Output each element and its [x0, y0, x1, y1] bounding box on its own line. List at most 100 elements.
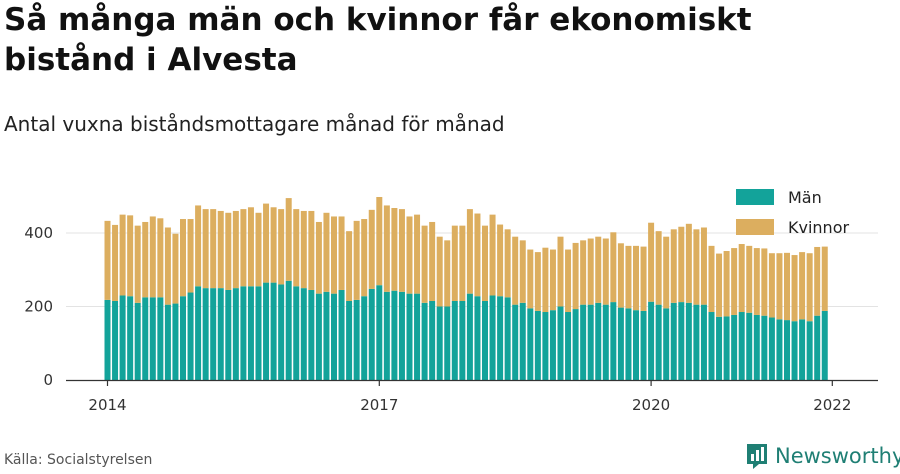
source-note: Källa: Socialstyrelsen	[4, 452, 153, 468]
bar-kvinnor	[633, 245, 639, 311]
bar-man	[187, 292, 194, 380]
bar-kvinnor	[519, 240, 526, 303]
x-axis-ticks: 2014 2017 2020 2022	[88, 380, 851, 414]
bar-man	[768, 317, 775, 380]
chart-subtitle: Antal vuxna biståndsmottagare månad för …	[4, 112, 505, 136]
bar-man	[512, 304, 519, 380]
bar-kvinnor	[527, 249, 534, 309]
bar-kvinnor	[361, 219, 368, 297]
bar-man	[383, 291, 390, 380]
brand-name: Newsworthy	[775, 444, 900, 468]
bars	[104, 196, 828, 381]
bar-man	[112, 300, 119, 380]
bar-man	[255, 286, 262, 380]
bar-man	[353, 299, 360, 380]
x-tick-label: 2017	[360, 396, 398, 414]
bar-man	[429, 300, 436, 380]
bar-man	[391, 290, 398, 380]
bar-man	[406, 293, 413, 380]
bar-kvinnor	[466, 209, 473, 294]
bar-kvinnor	[663, 236, 670, 309]
bar-man	[240, 286, 247, 380]
bar-kvinnor	[595, 236, 602, 303]
bar-man	[655, 304, 662, 380]
bar-man	[346, 300, 353, 380]
bar-kvinnor	[278, 209, 285, 285]
legend-swatch-kvinnor	[736, 219, 774, 235]
bar-kvinnor	[414, 214, 421, 294]
bar-kvinnor	[383, 205, 390, 292]
bar-man	[572, 309, 579, 380]
bar-man	[232, 288, 239, 381]
bar-kvinnor	[331, 216, 337, 294]
bar-kvinnor	[444, 240, 451, 307]
bar-man	[149, 297, 156, 380]
bar-man	[398, 291, 405, 380]
bar-kvinnor	[104, 220, 111, 300]
bar-kvinnor	[368, 209, 375, 289]
bar-kvinnor	[202, 209, 209, 289]
bar-man	[338, 289, 345, 380]
bar-man	[663, 308, 670, 380]
bar-man	[534, 310, 541, 380]
bar-kvinnor	[504, 229, 511, 298]
newsworthy-logo-icon	[747, 444, 767, 469]
bar-kvinnor	[255, 212, 262, 287]
bar-kvinnor	[542, 247, 549, 313]
bar-kvinnor	[648, 222, 655, 302]
bar-kvinnor	[285, 198, 292, 281]
bar-kvinnor	[172, 233, 179, 304]
bar-kvinnor	[112, 224, 119, 301]
x-tick-label: 2014	[88, 396, 126, 414]
bar-man	[247, 286, 254, 380]
bar-man	[580, 304, 587, 380]
bar-man	[716, 316, 723, 380]
bar-kvinnor	[391, 208, 398, 291]
bar-kvinnor	[610, 232, 617, 303]
bar-man	[549, 310, 556, 380]
bar-kvinnor	[436, 236, 443, 307]
bar-man	[270, 282, 277, 380]
bar-man	[723, 316, 730, 380]
bar-man	[180, 296, 186, 380]
bar-kvinnor	[217, 210, 224, 289]
y-tick-label: 200	[24, 298, 53, 316]
brand-logo[interactable]: Newsworthy	[745, 441, 900, 471]
bar-man	[527, 308, 534, 380]
bar-kvinnor	[602, 238, 609, 305]
bar-kvinnor	[761, 248, 768, 316]
bar-man	[587, 304, 594, 380]
bar-man	[700, 304, 707, 380]
bar-kvinnor	[180, 219, 186, 297]
bar-man	[376, 285, 383, 380]
bar-man	[519, 302, 526, 380]
bar-man	[368, 288, 375, 380]
bar-man	[482, 300, 488, 380]
bar-man	[127, 296, 134, 380]
bar-kvinnor	[784, 252, 790, 321]
bar-kvinnor	[791, 255, 798, 322]
bar-kvinnor	[308, 210, 315, 290]
bar-kvinnor	[655, 231, 662, 305]
bar-man	[225, 289, 232, 380]
bar-kvinnor	[731, 248, 738, 315]
bar-man	[172, 303, 179, 380]
bar-man	[595, 302, 602, 380]
bar-kvinnor	[270, 207, 277, 283]
bar-kvinnor	[398, 209, 405, 292]
bar-kvinnor	[625, 245, 632, 309]
bar-kvinnor	[806, 253, 813, 322]
bar-kvinnor	[640, 246, 647, 311]
bar-kvinnor	[474, 213, 481, 297]
bar-kvinnor	[142, 221, 149, 298]
bar-man	[451, 300, 458, 380]
bar-man	[731, 314, 738, 380]
bar-man	[119, 295, 126, 380]
bar-kvinnor	[557, 236, 564, 307]
bar-man	[459, 300, 466, 380]
bar-man	[617, 307, 624, 380]
bar-kvinnor	[693, 229, 700, 305]
bar-kvinnor	[134, 225, 141, 303]
bar-kvinnor	[512, 236, 519, 305]
bar-kvinnor	[195, 205, 202, 287]
